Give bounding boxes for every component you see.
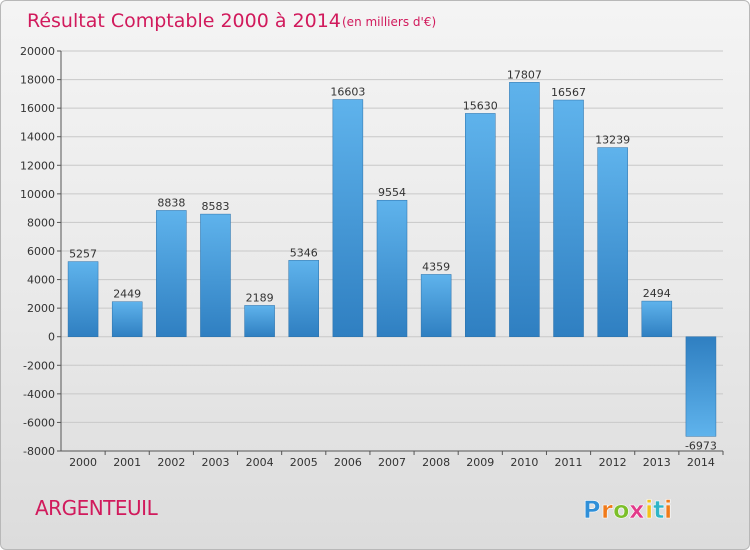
bar xyxy=(465,113,496,337)
x-tick-label: 2003 xyxy=(201,456,229,469)
x-tick-label: 2010 xyxy=(510,456,538,469)
x-tick-label: 2006 xyxy=(334,456,362,469)
data-label: 2449 xyxy=(113,288,141,301)
data-label: 16603 xyxy=(330,86,365,99)
location-name: ARGENTEUIL xyxy=(35,496,159,520)
axes xyxy=(60,51,723,452)
x-tick-label: 2014 xyxy=(687,456,715,469)
y-tick-label: -8000 xyxy=(23,445,55,458)
logo-letter: t xyxy=(653,496,664,524)
data-label: 5257 xyxy=(69,248,97,261)
y-tick-label: 10000 xyxy=(20,188,55,201)
logo-letter: P xyxy=(583,496,601,524)
bar xyxy=(332,99,364,337)
data-label: 5346 xyxy=(290,246,318,259)
x-tick-label: 2013 xyxy=(643,456,671,469)
data-label: 8838 xyxy=(157,196,185,209)
bar xyxy=(156,210,187,337)
data-label: 8583 xyxy=(201,200,229,213)
y-tick-label: 8000 xyxy=(27,216,55,229)
x-tick-label: 2001 xyxy=(113,456,141,469)
y-tick-label: -6000 xyxy=(23,416,55,429)
data-label: 17807 xyxy=(507,68,542,81)
data-label: 2189 xyxy=(246,291,274,304)
data-label: 2494 xyxy=(643,287,671,300)
logo-letter: r xyxy=(601,496,613,524)
y-tick-label: -2000 xyxy=(23,359,55,372)
y-tick-label: 16000 xyxy=(20,102,55,115)
bars xyxy=(67,82,717,437)
y-tick-label: 6000 xyxy=(27,245,55,258)
chart-title: Résultat Comptable 2000 à 2014 xyxy=(27,10,341,32)
data-label: 9554 xyxy=(378,186,406,199)
logo-letter: i xyxy=(645,496,653,524)
logo-letter: x xyxy=(629,496,645,524)
x-tick-label: 2000 xyxy=(69,456,97,469)
bar xyxy=(420,274,452,337)
y-tick-label: -4000 xyxy=(23,388,55,401)
data-label: 15630 xyxy=(463,99,498,112)
x-tick-label: 2004 xyxy=(246,456,274,469)
data-label: 16567 xyxy=(551,86,586,99)
y-tick-label: 4000 xyxy=(27,274,55,287)
data-label: 13239 xyxy=(595,134,630,147)
bar xyxy=(244,305,275,337)
bar xyxy=(67,261,99,337)
bar xyxy=(509,82,540,337)
bar xyxy=(288,260,319,337)
y-tick-label: 12000 xyxy=(20,159,55,172)
x-tick-label: 2011 xyxy=(555,456,583,469)
x-tick-label: 2008 xyxy=(422,456,450,469)
x-tick-label: 2002 xyxy=(157,456,185,469)
bar xyxy=(111,301,143,337)
chart-subtitle: (en milliers d'€) xyxy=(342,15,436,29)
y-tick-label: 0 xyxy=(48,331,55,344)
data-label: 4359 xyxy=(422,260,450,273)
bar xyxy=(597,147,628,337)
x-tick-label: 2007 xyxy=(378,456,406,469)
x-tick-label: 2005 xyxy=(290,456,318,469)
y-tick-label: 18000 xyxy=(20,74,55,87)
bar xyxy=(685,336,717,437)
data-labels: 5257 2449 8838 8583 2189 5346 16603 9554 4359 156… xyxy=(69,68,717,452)
y-tick-label: 2000 xyxy=(27,302,55,315)
logo-letter: o xyxy=(613,496,630,524)
bar xyxy=(200,213,231,337)
x-axis-ticks: 2000 2001 2002 2003 2004 2005 2006 2007 2008 2009… xyxy=(69,451,724,469)
x-tick-label: 2009 xyxy=(466,456,494,469)
data-label: -6973 xyxy=(685,439,717,452)
y-tick-label: 14000 xyxy=(20,131,55,144)
bar xyxy=(553,99,584,337)
bar xyxy=(641,300,673,337)
y-tick-label: 20000 xyxy=(20,45,55,58)
y-axis-ticks: -8000 -6000 -4000 -2000 0 2000 4000 6000 8000 100… xyxy=(20,45,61,458)
x-tick-label: 2012 xyxy=(599,456,627,469)
logo-letter: i xyxy=(664,496,672,524)
bar xyxy=(376,199,408,337)
